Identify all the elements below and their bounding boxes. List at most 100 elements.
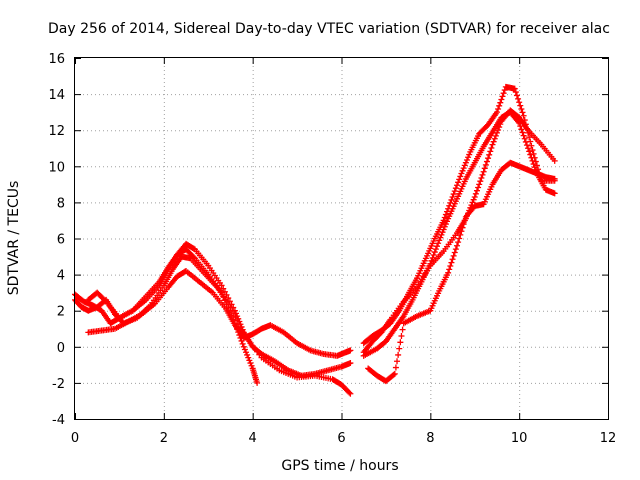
- data-point: [237, 321, 244, 328]
- data-point: [488, 145, 495, 152]
- data-point: [226, 298, 233, 305]
- data-point: [397, 339, 404, 346]
- data-point: [452, 246, 459, 253]
- data-point: [433, 243, 440, 250]
- data-point: [181, 268, 188, 275]
- data-point: [459, 167, 466, 174]
- data-point: [429, 254, 436, 261]
- data-point: [483, 158, 490, 165]
- data-point: [489, 141, 496, 148]
- data-point: [449, 193, 456, 200]
- data-point: [479, 171, 486, 178]
- data-point: [526, 134, 533, 141]
- data-point: [466, 151, 473, 158]
- data-point: [218, 282, 225, 289]
- data-point: [493, 109, 500, 116]
- data-point: [436, 237, 443, 244]
- data-point: [220, 285, 227, 292]
- y-tick-label: -4: [52, 413, 65, 428]
- data-point: [440, 217, 447, 224]
- data-point: [442, 221, 449, 228]
- data-point: [458, 228, 465, 235]
- x-tick-label: 4: [249, 431, 257, 446]
- y-tick-label: 4: [57, 269, 65, 284]
- data-point: [449, 256, 456, 263]
- data-point: [233, 310, 240, 317]
- data-point: [236, 318, 243, 325]
- data-point: [530, 150, 537, 157]
- data-point: [451, 249, 458, 256]
- data-point: [451, 188, 458, 195]
- data-point: [435, 240, 442, 247]
- data-point: [442, 211, 449, 218]
- y-tick-labels: -4 -2 0 2 4 6 8 10 12 14 16: [48, 52, 65, 428]
- data-point: [347, 360, 354, 367]
- x-tick-labels: 0 2 4 6 8 10 12: [71, 431, 616, 446]
- data-point: [529, 157, 536, 164]
- data-point: [230, 304, 237, 311]
- y-tick-label: 10: [48, 160, 65, 175]
- data-point: [443, 218, 450, 225]
- data-point: [485, 155, 492, 162]
- data-point: [447, 199, 454, 206]
- data-point: [231, 307, 238, 314]
- x-tick-label: 2: [160, 431, 168, 446]
- data-point: [453, 182, 460, 189]
- data-point: [529, 147, 536, 154]
- data-point: [452, 185, 459, 192]
- data-point: [458, 170, 465, 177]
- data-point: [394, 358, 401, 365]
- data-point: [459, 224, 466, 231]
- data-point: [518, 126, 525, 133]
- data-point: [246, 357, 253, 364]
- data-point: [238, 337, 245, 344]
- data-point: [490, 138, 497, 145]
- data-point: [500, 90, 507, 97]
- data-point: [448, 259, 455, 266]
- data-point: [432, 246, 439, 253]
- y-tick-label: 12: [48, 124, 65, 139]
- data-point: [460, 165, 467, 172]
- data-point: [523, 125, 530, 132]
- data-point: [492, 132, 499, 139]
- data-point: [528, 142, 535, 149]
- data-point: [470, 196, 477, 203]
- data-point: [551, 157, 558, 164]
- data-point: [455, 239, 462, 246]
- data-point: [515, 95, 522, 102]
- data-point: [481, 165, 488, 172]
- y-tick-label: -2: [52, 377, 65, 392]
- data-point: [453, 242, 460, 249]
- data-point: [441, 214, 448, 221]
- grid-lines: [75, 58, 608, 419]
- data-point: [516, 119, 523, 126]
- data-point: [463, 156, 470, 163]
- data-point: [472, 190, 479, 197]
- data-point: [239, 340, 246, 347]
- data-point: [437, 234, 444, 241]
- data-point: [465, 154, 472, 161]
- data-point: [478, 175, 485, 182]
- data-point: [476, 181, 483, 188]
- data-point: [498, 96, 505, 103]
- data-point: [450, 191, 457, 198]
- series-satellite-arc-c: [85, 240, 354, 379]
- data-point: [486, 151, 493, 158]
- data-point: [346, 389, 353, 396]
- data-point: [445, 269, 452, 276]
- data-point: [473, 187, 480, 194]
- data-point: [520, 132, 527, 139]
- data-point: [456, 235, 463, 242]
- y-tick-label: 14: [48, 88, 65, 103]
- data-point: [395, 351, 402, 358]
- data-point: [522, 121, 529, 128]
- series-satellite-arc-d: [85, 267, 354, 359]
- y-tick-label: 6: [57, 233, 65, 248]
- data-point: [471, 193, 478, 200]
- data-point: [516, 99, 523, 106]
- data-point: [521, 135, 528, 142]
- data-point: [447, 263, 454, 270]
- data-point: [245, 354, 252, 361]
- data-point: [347, 390, 354, 397]
